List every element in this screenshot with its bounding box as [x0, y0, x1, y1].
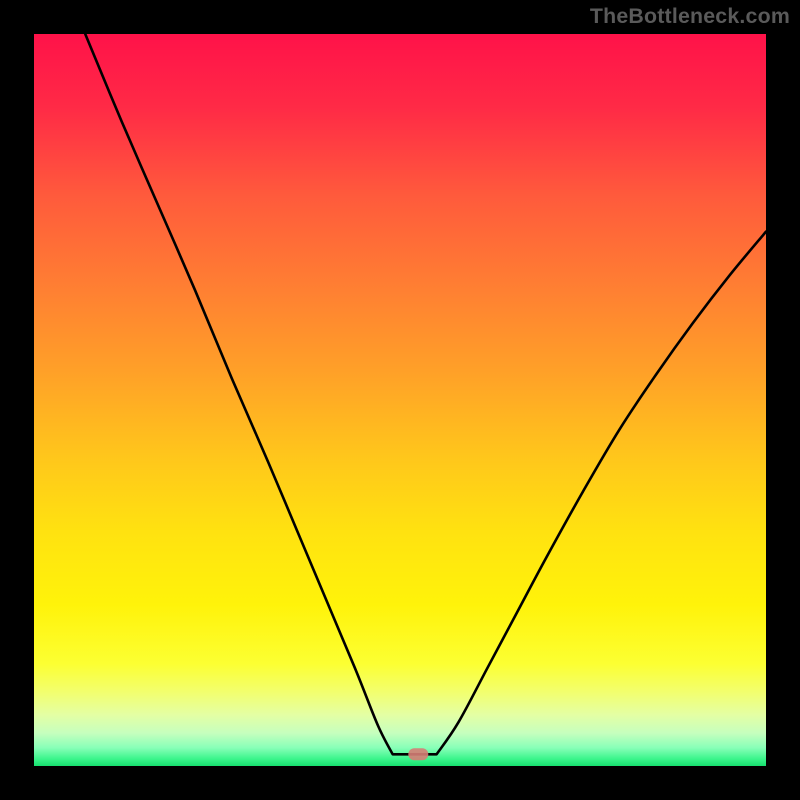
watermark-text: TheBottleneck.com — [590, 4, 790, 29]
bottleneck-chart — [0, 0, 800, 800]
plot-area — [34, 34, 766, 766]
bottleneck-marker — [408, 748, 428, 760]
